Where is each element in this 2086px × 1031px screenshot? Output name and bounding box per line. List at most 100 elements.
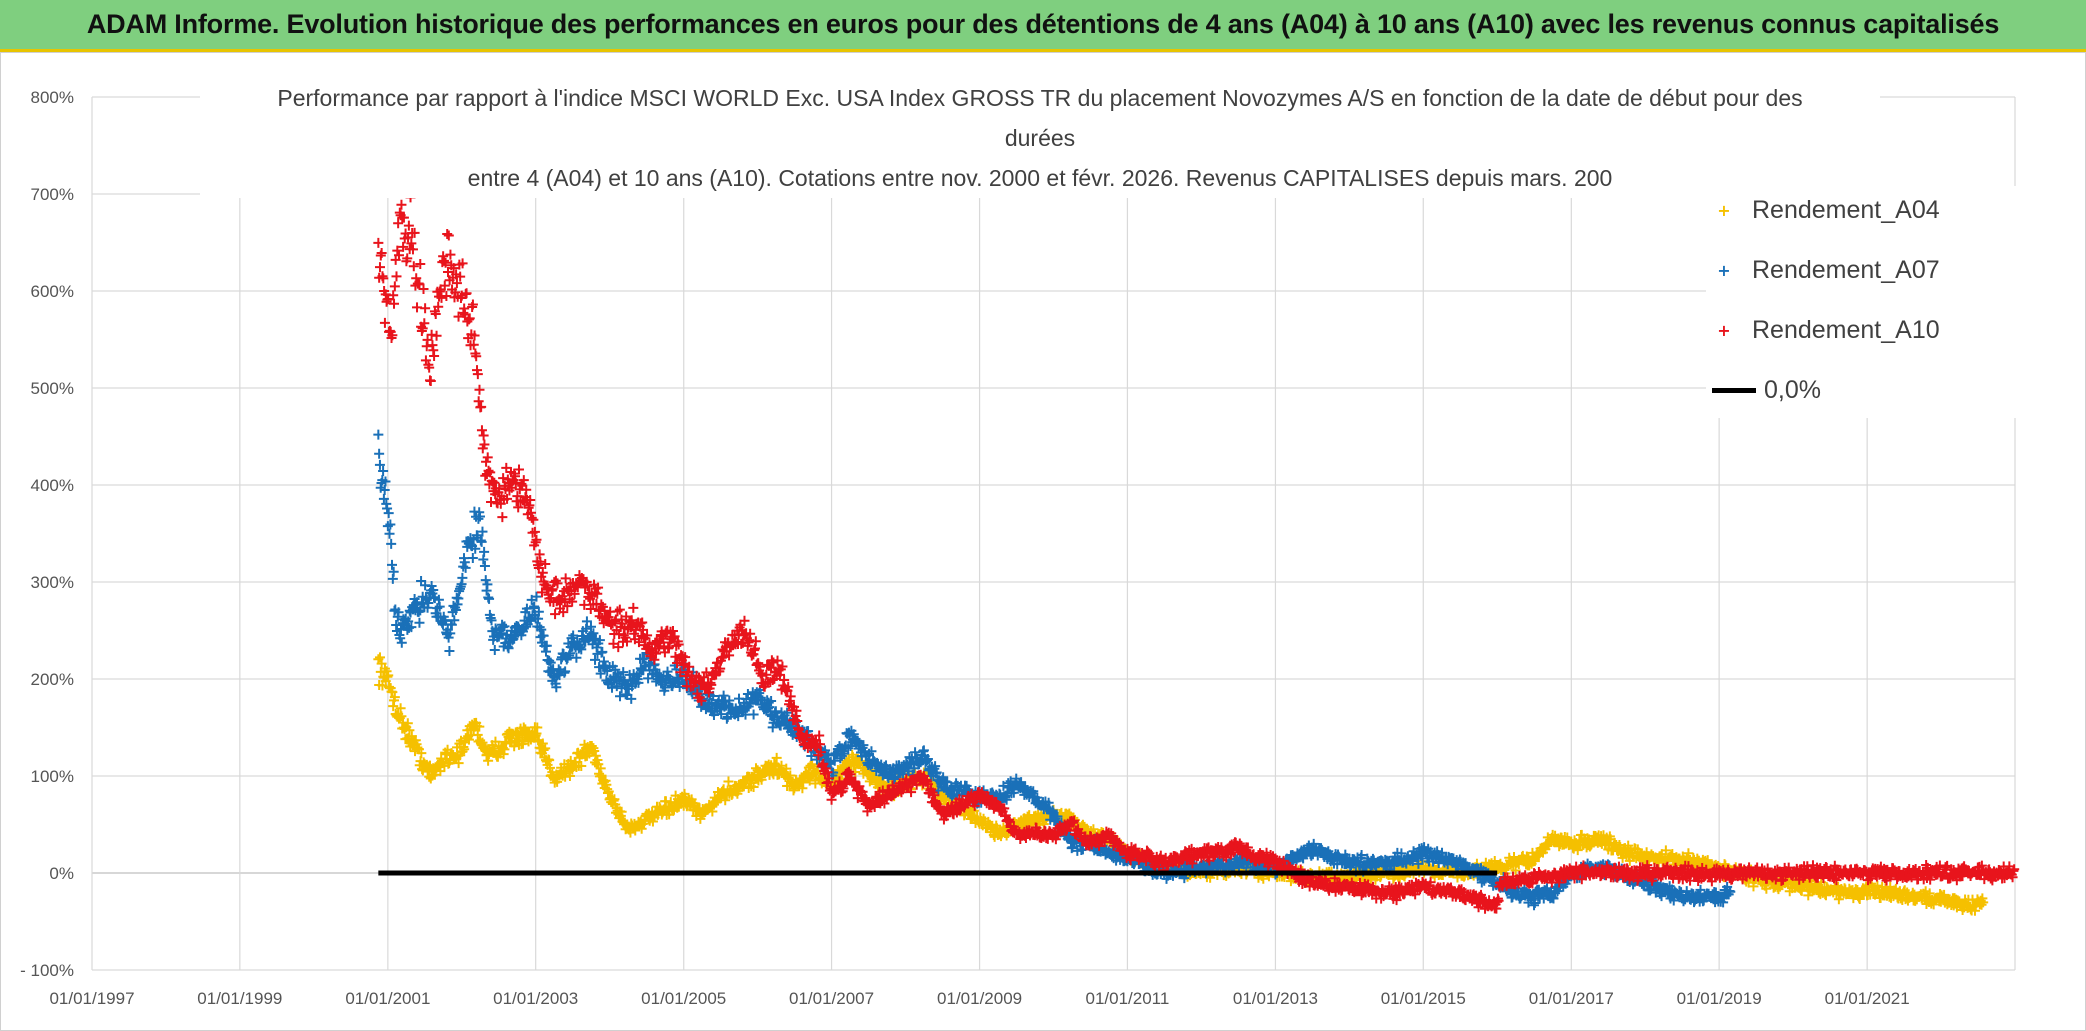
data-point — [443, 230, 454, 241]
data-point — [460, 562, 471, 573]
data-point — [389, 692, 400, 703]
data-point — [484, 593, 495, 604]
data-point — [431, 330, 442, 341]
data-point — [476, 425, 487, 436]
data-point — [478, 430, 489, 441]
data-point — [373, 429, 384, 440]
x-tick-label: 01/01/2005 — [641, 989, 726, 1008]
y-tick-label: 400% — [31, 476, 74, 495]
x-tick-label: 01/01/2001 — [345, 989, 430, 1008]
data-point — [385, 519, 396, 530]
data-point — [396, 199, 407, 210]
series-layer — [373, 192, 2020, 916]
data-point — [374, 652, 385, 663]
data-point — [748, 782, 759, 793]
data-point — [442, 229, 453, 240]
y-tick-label: 600% — [31, 282, 74, 301]
x-tick-label: 01/01/2007 — [789, 989, 874, 1008]
data-point — [517, 738, 528, 749]
data-point — [513, 502, 524, 513]
data-point — [461, 288, 472, 299]
data-point — [804, 775, 815, 786]
data-point — [391, 271, 402, 282]
data-point — [384, 528, 395, 539]
data-point — [374, 448, 385, 459]
data-point — [532, 722, 543, 733]
data-point — [373, 237, 384, 248]
data-point — [415, 258, 426, 269]
data-point — [567, 596, 578, 607]
data-point — [489, 644, 500, 655]
y-tick-label: 500% — [31, 379, 74, 398]
x-tick-label: 01/01/2003 — [493, 989, 578, 1008]
x-tick-label: 01/01/2009 — [937, 989, 1022, 1008]
data-point — [479, 561, 490, 572]
x-tick-label: 01/01/2011 — [1086, 989, 1170, 1008]
data-point — [388, 566, 399, 577]
data-point — [628, 602, 639, 613]
data-point — [453, 758, 464, 769]
y-tick-label: 300% — [31, 573, 74, 592]
y-tick-label: - 100% — [20, 961, 74, 980]
data-point — [748, 709, 759, 720]
data-point — [498, 473, 509, 484]
x-tick-label: 01/01/1997 — [49, 989, 134, 1008]
x-tick-label: 01/01/2021 — [1825, 989, 1910, 1008]
data-point — [382, 503, 393, 514]
data-point — [380, 676, 391, 687]
data-point — [389, 281, 400, 292]
report-banner: ADAM Informe. Evolution historique des p… — [0, 0, 2086, 52]
x-tick-label: 01/01/1999 — [197, 989, 282, 1008]
data-point — [457, 572, 468, 583]
data-point — [489, 477, 500, 488]
data-point — [374, 262, 385, 273]
axis-layer: 800%700%600%500%400%300%200%100%0%- 100%… — [20, 88, 1910, 1008]
data-point — [474, 721, 485, 732]
data-point — [467, 299, 478, 310]
data-point — [404, 725, 415, 736]
data-point — [420, 303, 431, 314]
data-point — [564, 771, 575, 782]
data-point — [445, 249, 456, 260]
y-tick-label: 700% — [31, 185, 74, 204]
report-title: ADAM Informe. Evolution historique des p… — [86, 9, 2000, 39]
data-point — [408, 261, 419, 272]
x-tick-label: 01/01/2015 — [1381, 989, 1466, 1008]
data-point — [540, 743, 551, 754]
data-point — [396, 637, 407, 648]
data-point — [425, 376, 436, 387]
data-point — [497, 512, 508, 523]
data-point — [382, 521, 393, 532]
y-tick-label: 200% — [31, 670, 74, 689]
data-point — [616, 806, 627, 817]
x-tick-label: 01/01/2019 — [1677, 989, 1762, 1008]
data-point — [474, 384, 485, 395]
data-point — [441, 291, 452, 302]
data-point — [576, 761, 587, 772]
data-point — [476, 401, 487, 412]
data-point — [614, 604, 625, 615]
data-point — [383, 508, 394, 519]
data-point — [615, 691, 626, 702]
x-tick-label: 01/01/2017 — [1529, 989, 1614, 1008]
data-point — [781, 763, 792, 774]
data-point — [416, 748, 427, 759]
data-point — [718, 690, 729, 701]
data-point — [479, 546, 490, 557]
y-tick-label: 100% — [31, 767, 74, 786]
data-point — [399, 724, 410, 735]
data-point — [589, 746, 600, 757]
data-point — [750, 636, 761, 647]
data-point — [396, 711, 407, 722]
x-tick-label: 01/01/2013 — [1233, 989, 1318, 1008]
data-point — [672, 802, 683, 813]
data-point — [444, 645, 455, 656]
data-point — [473, 396, 484, 407]
data-point — [550, 609, 561, 620]
data-point — [383, 670, 394, 681]
data-point — [723, 776, 734, 787]
y-tick-label: 800% — [31, 88, 74, 107]
data-point — [435, 766, 446, 777]
